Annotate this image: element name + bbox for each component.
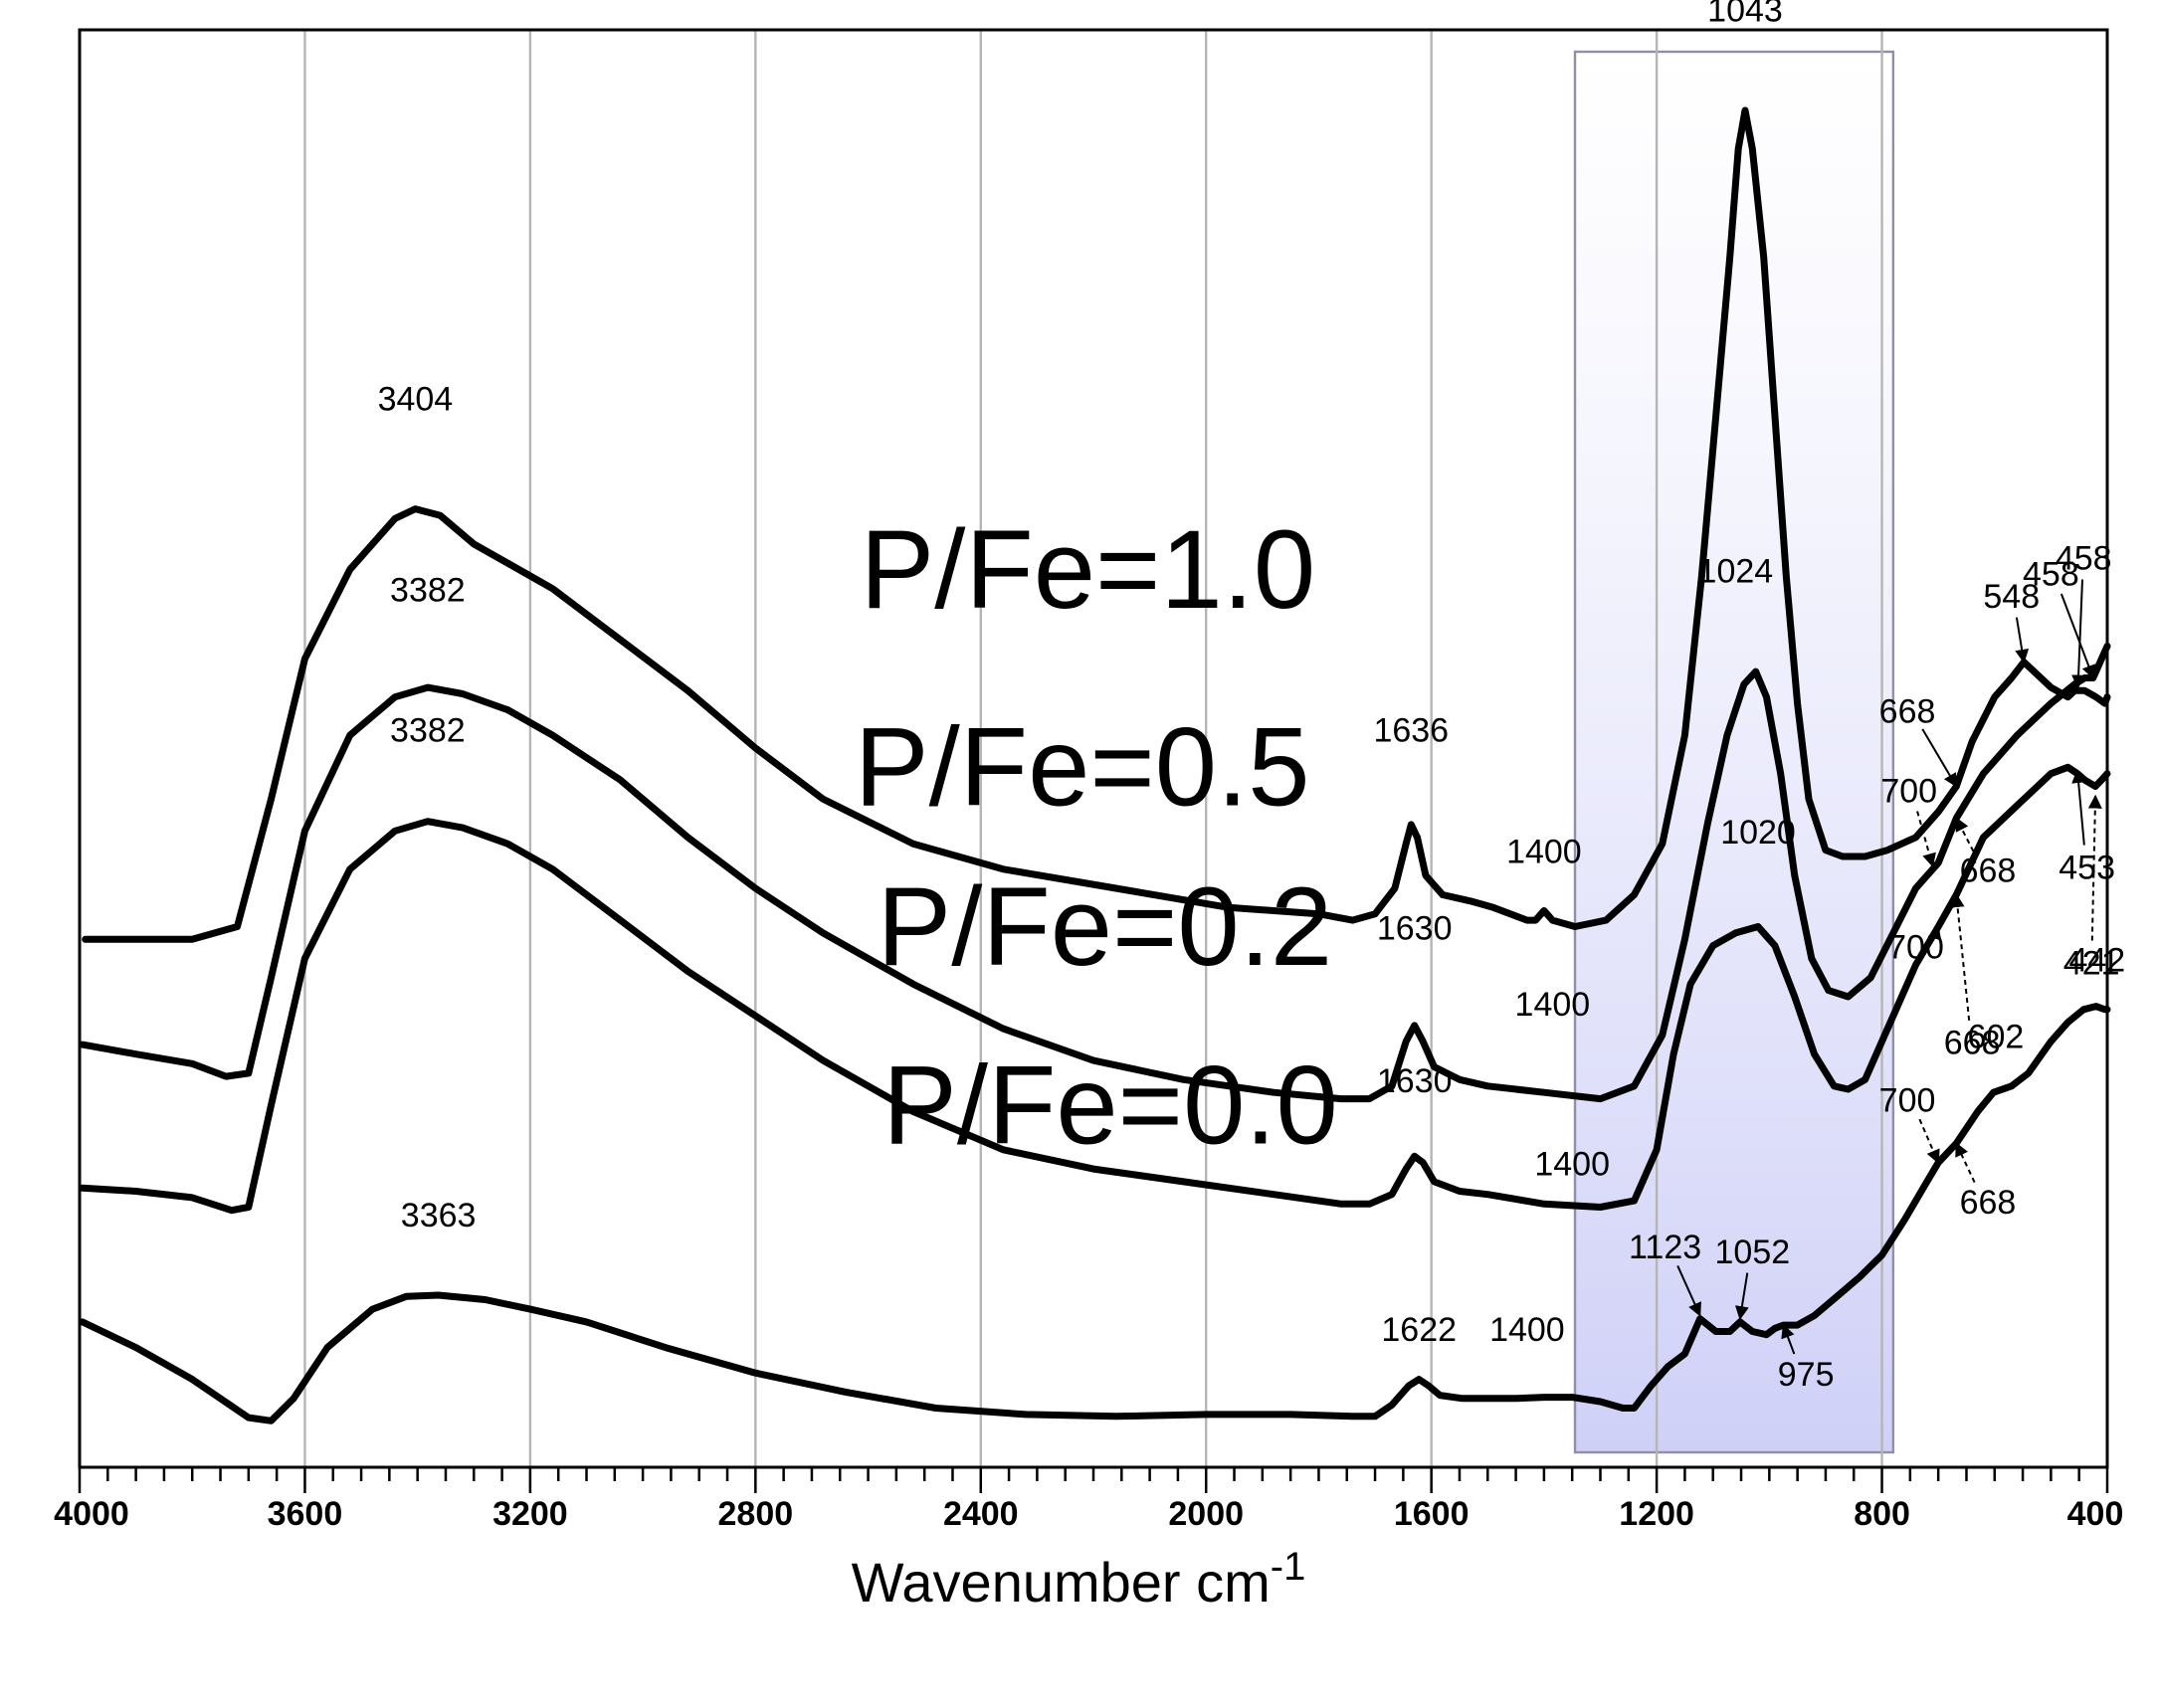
annotation-leader (2015, 617, 2030, 664)
peak-label: 421 (2063, 945, 2120, 983)
series-line (82, 106, 2111, 943)
annotation-leader (1927, 925, 1942, 941)
tick-label: 3200 (492, 1495, 568, 1533)
series-line (79, 643, 2111, 1103)
peak-label: 548 (1983, 578, 2040, 616)
peak-label: 668 (1879, 692, 1936, 730)
peak-label: 1400 (1489, 1311, 1565, 1349)
peak-label: 1400 (1506, 833, 1582, 870)
peak-label: 700 (1880, 773, 1937, 811)
peak-label: 975 (1778, 1356, 1835, 1394)
annotation-leader (2071, 579, 2086, 689)
tick-label: 2000 (1168, 1495, 1244, 1533)
series-label: P/Fe=0.0 (882, 1043, 1338, 1167)
peak-label: 1400 (1534, 1145, 1610, 1183)
annotation-leader (2071, 769, 2086, 846)
peak-label: 1630 (1377, 909, 1453, 947)
x-axis-label-superscript: -1 (1271, 1545, 1306, 1589)
peak-label: 1400 (1515, 986, 1591, 1024)
highlight-region-box (1573, 50, 1895, 1454)
tick-label: 1200 (1619, 1495, 1694, 1533)
annotation-leaders (1676, 579, 2102, 1355)
peak-label: 458 (2023, 556, 2079, 594)
peak-label: 668 (1960, 1184, 2017, 1222)
annotation-leader (2059, 593, 2095, 679)
peak-label: 602 (1968, 1018, 2025, 1055)
annotation-leader (1921, 728, 1958, 788)
peak-label: 1123 (1629, 1229, 1701, 1266)
series-label: P/Fe=0.5 (855, 705, 1310, 830)
peak-label: 668 (1960, 853, 2017, 890)
series-line (79, 1003, 2111, 1424)
peak-label: 3363 (401, 1197, 477, 1234)
annotation-leader (1955, 1142, 1976, 1184)
annotation-leader (1734, 1272, 1749, 1321)
gridlines (303, 30, 1883, 1467)
peak-label: 1052 (1715, 1234, 1791, 1271)
annotation-leader (1676, 1265, 1701, 1317)
annotation-leader (1916, 811, 1936, 867)
peak-label: 1020 (1720, 814, 1796, 852)
peak-label: 1636 (1373, 712, 1449, 750)
peak-label: 700 (1887, 929, 1944, 967)
tick-label: 800 (1854, 1495, 1910, 1533)
peak-label: 3382 (390, 572, 466, 610)
tick-label: 400 (2067, 1495, 2124, 1533)
peak-label: 458 (2056, 540, 2112, 578)
peak-label: 1043 (1707, 0, 1783, 29)
series-label: P/Fe=1.0 (861, 507, 1316, 632)
peak-label: 3404 (378, 380, 454, 418)
tick-label: 2800 (718, 1495, 794, 1533)
x-axis-tick-labels: 4000 3600 3200 2800 2400 2000 1600 1200 800 400 (54, 1495, 2123, 1533)
peak-label: 1024 (1698, 552, 1774, 590)
annotation-leader (1955, 817, 1975, 853)
annotation-leader (2087, 794, 2102, 941)
series-lines (79, 106, 2111, 1424)
annotation-leader (1950, 893, 1971, 1021)
annotation-leader (1918, 1118, 1940, 1164)
peak-label: 1622 (1381, 1311, 1457, 1349)
series-line (79, 763, 2111, 1215)
x-axis-label-text: Wavenumber cm (852, 1551, 1271, 1613)
annotation-leader (1781, 1323, 1796, 1355)
series-labels: P/Fe=1.0 P/Fe=0.5 P/Fe=0.2 P/Fe=0.0 (855, 507, 1338, 1167)
peak-label: 442 (2068, 941, 2125, 979)
series-label: P/Fe=0.2 (878, 864, 1333, 989)
tick-label: 4000 (54, 1495, 129, 1533)
x-axis-label: Wavenumber cm-1 (852, 1545, 1306, 1613)
peak-label: 1630 (1377, 1062, 1453, 1100)
highlight-region (1573, 50, 1895, 1454)
tick-label: 1600 (1394, 1495, 1470, 1533)
peak-label: 668 (1944, 1025, 2001, 1062)
peak-label: 700 (1879, 1081, 1936, 1119)
tick-label: 3600 (268, 1495, 343, 1533)
peak-label: 3382 (390, 712, 466, 750)
tick-label: 2400 (943, 1495, 1019, 1533)
x-axis-ticks (78, 1467, 2109, 1493)
